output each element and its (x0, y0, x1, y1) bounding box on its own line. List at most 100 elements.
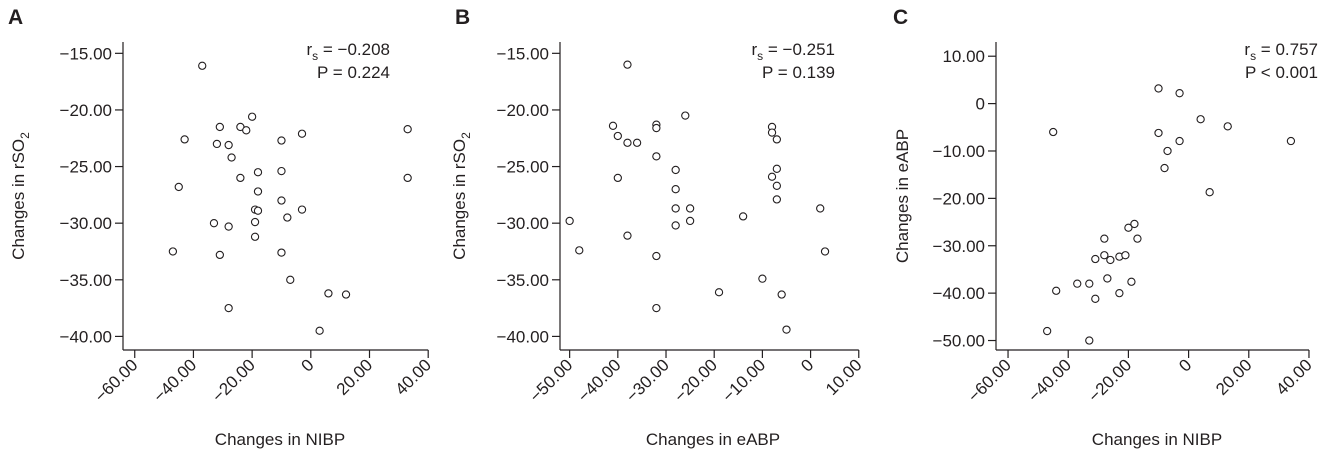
data-point (174, 182, 183, 192)
x-tick-label: 40.00 (392, 355, 436, 399)
data-point (253, 187, 263, 196)
panel-b: B−15.00−20.00−25.00−30.00−35.00−40.00−50… (450, 6, 866, 449)
panel-letter: C (893, 6, 908, 29)
data-point (681, 111, 690, 120)
data-point (1154, 128, 1163, 138)
y-tick-label: −25.00 (497, 158, 549, 177)
x-tick-label: 0 (1175, 355, 1195, 375)
panel-c: C 10.00 0 −10.00 −20.00 −30.00 −40.00 −50.00 −60… (893, 6, 1318, 449)
data-point (623, 231, 632, 240)
data-point (209, 219, 219, 228)
data-point (236, 173, 245, 183)
data-point (565, 216, 574, 226)
y-tick-label: −40.00 (933, 284, 985, 303)
x-axis-title: Changes in NIBP (1092, 430, 1222, 449)
data-point (685, 204, 695, 213)
data-point (1100, 234, 1109, 243)
p-value: P = 0.224 (317, 63, 390, 82)
data-point (283, 213, 292, 222)
data-point (777, 290, 786, 299)
data-point (652, 303, 661, 313)
x-tick-label: 40.00 (1272, 355, 1316, 399)
data-point (1115, 288, 1124, 298)
y-tick-label: −40.00 (497, 327, 549, 346)
data-point (1160, 163, 1169, 173)
y-tick-label: −20.00 (933, 189, 985, 208)
data-point (738, 212, 748, 221)
data-point (623, 60, 632, 69)
data-point (1163, 146, 1172, 156)
data-point (253, 206, 263, 215)
data-point (613, 131, 622, 141)
y-tick-label: −30.00 (933, 237, 985, 256)
correlation-coefficient: rs = 0.757 (1244, 40, 1318, 63)
data-point (608, 121, 618, 130)
data-point (297, 129, 307, 138)
data-point (180, 135, 189, 144)
data-point (403, 125, 412, 134)
data-point (1085, 279, 1094, 288)
data-point (575, 246, 584, 255)
data-point (277, 248, 286, 257)
y-axis-title: Changes in rSO2 (9, 132, 32, 260)
data-point (247, 112, 257, 121)
data-point (671, 221, 680, 230)
panel-letter: A (8, 6, 23, 29)
data-point (1175, 136, 1184, 146)
data-point (1124, 223, 1133, 232)
data-point (242, 126, 251, 135)
data-point (250, 217, 260, 227)
data-point (224, 222, 233, 231)
data-point (1223, 122, 1232, 131)
data-point (613, 173, 622, 183)
data-point (714, 288, 724, 297)
x-tick-label: 0 (298, 355, 318, 375)
data-point (215, 250, 224, 260)
y-tick-label: −30.00 (497, 214, 549, 233)
data-point (1154, 84, 1163, 93)
data-point (1103, 274, 1112, 283)
x-tick-label: −20.00 (1085, 355, 1136, 406)
data-point (277, 196, 286, 205)
panel-a: A−15.00−20.00−25.00−30.00−35.00−40.00−60… (8, 6, 435, 449)
x-tick-label: −60.00 (91, 355, 142, 406)
x-tick-label: −60.00 (964, 355, 1015, 406)
data-point (1175, 89, 1184, 98)
x-tick-label: −30.00 (622, 355, 673, 406)
x-tick-label: −50.00 (526, 355, 577, 406)
data-point (632, 138, 642, 147)
data-point (277, 166, 286, 176)
data-point (253, 168, 263, 177)
data-point (652, 123, 661, 133)
x-tick-label: −40.00 (150, 355, 201, 406)
data-point (1133, 234, 1142, 243)
data-point (1205, 188, 1214, 197)
data-point (816, 204, 825, 213)
data-point (1091, 294, 1100, 303)
x-axis-title: Changes in NIBP (215, 430, 345, 449)
y-tick-label: −15.00 (497, 44, 549, 63)
data-point (772, 195, 782, 204)
data-point (1196, 115, 1205, 124)
y-tick-label: −20.00 (497, 101, 549, 120)
x-tick-label: −40.00 (1025, 355, 1076, 406)
data-point (767, 172, 777, 181)
data-point (820, 247, 830, 256)
data-point (767, 128, 777, 137)
correlation-coefficient: rs = −0.251 (751, 40, 835, 63)
data-point (215, 122, 224, 132)
data-point (782, 325, 791, 334)
y-tick-label: −10.00 (933, 142, 985, 161)
data-point (341, 290, 351, 299)
y-tick-label: 10.00 (942, 47, 985, 66)
y-axis-title: Changes in eABP (893, 129, 912, 263)
x-tick-label: −20.00 (670, 355, 721, 406)
x-tick-label: 10.00 (822, 355, 866, 399)
correlation-coefficient: rs = −0.208 (306, 40, 390, 63)
data-point (250, 232, 260, 241)
x-axis-title: Changes in eABP (646, 430, 780, 449)
x-tick-label: −20.00 (208, 355, 259, 406)
data-point (1286, 136, 1296, 146)
data-point (772, 135, 782, 144)
